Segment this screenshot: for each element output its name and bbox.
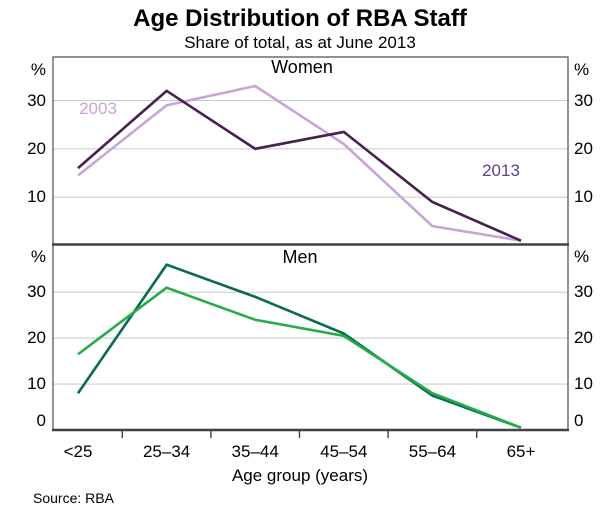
y-axis-unit: %	[574, 246, 590, 266]
y-tick-label-left: 20	[27, 328, 46, 348]
series-label-2003: 2003	[79, 99, 117, 118]
series-line-men-2013	[76, 263, 522, 429]
x-tick-label: 25–34	[142, 442, 191, 461]
x-tick-label: 35–44	[231, 442, 279, 461]
y-tick-label-left: 10	[27, 187, 46, 207]
x-tick-label: 55–64	[408, 442, 457, 461]
y-tick-label-right: 0	[574, 411, 584, 430]
page-title: Age Distribution of RBA Staff	[133, 5, 467, 32]
y-tick-label-right: 10	[574, 187, 593, 207]
source-note: Source: RBA	[33, 490, 114, 506]
y-axis-unit: %	[30, 60, 46, 79]
panel-frame	[52, 56, 569, 246]
y-tick-label-left: 0	[36, 411, 46, 430]
x-tick-label: 65+	[506, 442, 536, 461]
page-subtitle: Share of total, as at June 2013	[184, 33, 416, 52]
series-line-men-2003	[77, 286, 522, 429]
panel-title-men: Men	[282, 247, 318, 267]
y-tick-label-right: 20	[574, 138, 593, 158]
y-tick-label-left: 20	[27, 138, 46, 158]
x-tick-label: <25	[63, 442, 93, 461]
x-tick-label: 45–54	[320, 442, 368, 461]
y-tick-label-right: 30	[574, 282, 593, 302]
y-tick-label-left: 10	[27, 374, 46, 394]
y-axis-unit: %	[30, 246, 46, 266]
panel-title-women: Women	[271, 57, 333, 77]
series-line-women-2003	[77, 84, 522, 242]
series-line-women-2013	[77, 89, 522, 242]
x-axis-label: Age group (years)	[231, 466, 369, 485]
y-axis-unit: %	[574, 60, 590, 79]
y-tick-label-right: 10	[574, 374, 593, 394]
panel-frame	[52, 243, 569, 431]
y-tick-label-right: 30	[574, 90, 593, 110]
y-tick-label-left: 30	[27, 90, 46, 110]
y-tick-label-left: 30	[27, 282, 46, 302]
series-label-2013: 2013	[482, 161, 520, 180]
y-tick-label-right: 20	[574, 328, 593, 348]
